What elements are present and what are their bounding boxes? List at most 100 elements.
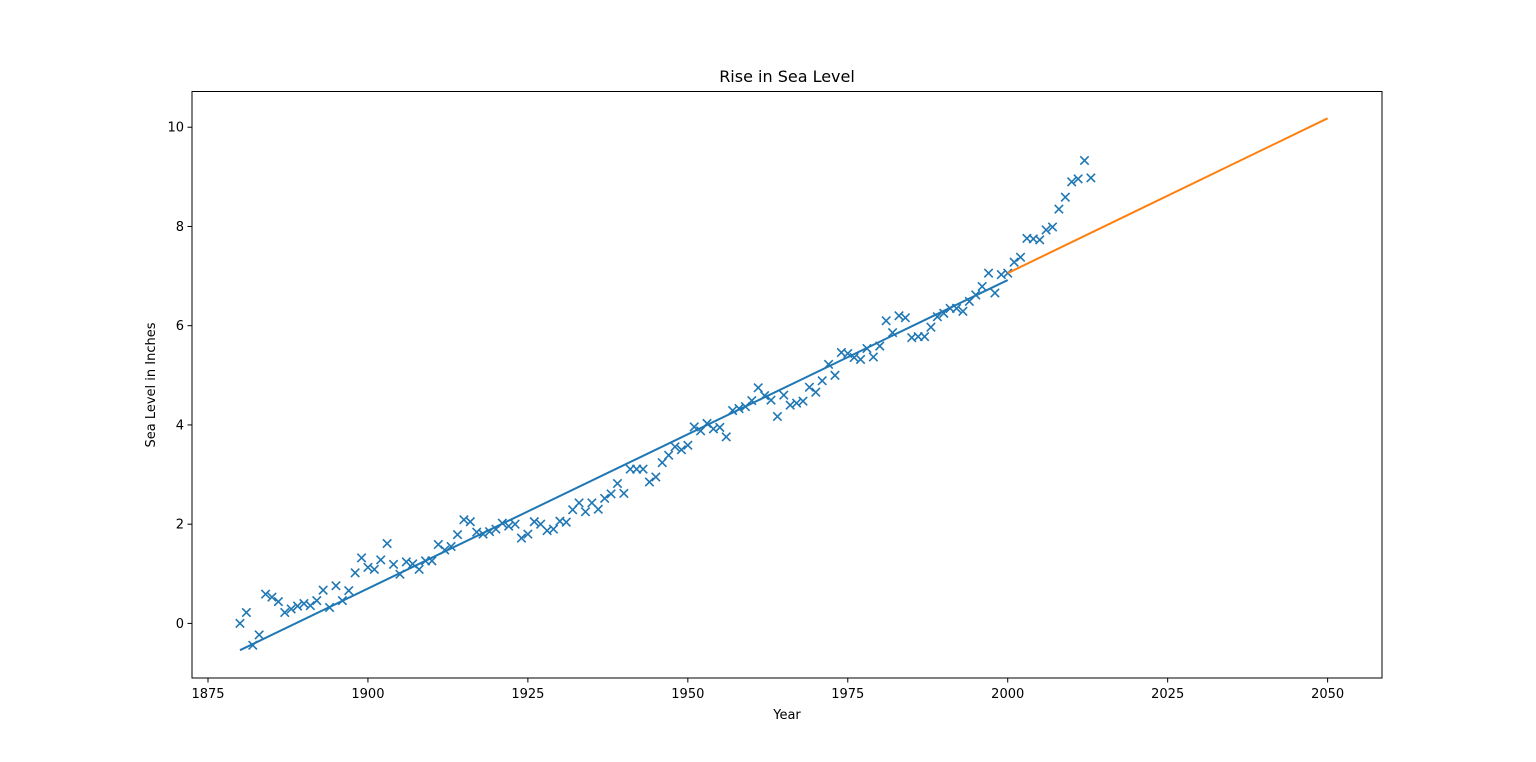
fit-line-all-data — [239, 279, 1009, 652]
data-point — [452, 529, 463, 540]
data-point — [292, 601, 303, 611]
data-point — [1015, 252, 1026, 262]
data-point — [715, 422, 725, 433]
x-axis: 1875 1900 1925 1950 1975 2000 2025 2050 — [191, 678, 1344, 702]
data-point — [830, 370, 840, 381]
data-point — [548, 524, 559, 534]
data-point — [644, 477, 655, 487]
data-point — [382, 538, 392, 549]
data-point — [273, 596, 284, 607]
y-tick-label: 0 — [176, 617, 184, 632]
data-point — [983, 268, 994, 278]
data-point — [1047, 222, 1058, 232]
y-tick-label: 10 — [167, 121, 184, 136]
data-point — [919, 331, 930, 342]
y-axis-label: Sea Level in Inches — [144, 322, 159, 447]
data-point — [811, 387, 821, 397]
data-point — [977, 281, 987, 292]
y-axis: 0 2 4 6 8 10 — [167, 121, 192, 632]
data-point — [350, 568, 360, 578]
data-point — [574, 498, 584, 508]
data-point — [1066, 177, 1077, 187]
chart-title: Rise in Sea Level — [719, 67, 855, 86]
data-point — [868, 352, 879, 362]
data-point — [459, 514, 469, 525]
data-point — [1054, 204, 1064, 214]
data-point — [516, 533, 527, 543]
data-point — [356, 553, 367, 563]
data-point — [881, 315, 891, 326]
data-point — [503, 521, 514, 531]
x-tick-label: 2025 — [1151, 687, 1184, 702]
x-tick-label: 1975 — [831, 687, 864, 702]
data-point — [791, 398, 802, 408]
data-point — [388, 559, 399, 570]
data-point — [401, 557, 412, 567]
data-point — [561, 517, 572, 527]
data-point — [305, 600, 316, 611]
data-point — [753, 382, 763, 393]
data-point — [1073, 174, 1083, 184]
data-point — [529, 516, 540, 527]
data-point — [804, 382, 815, 392]
data-point — [663, 450, 674, 460]
data-point — [331, 580, 341, 591]
data-point — [670, 442, 680, 452]
x-tick-label: 1950 — [671, 687, 704, 702]
data-point — [267, 592, 277, 602]
data-point — [1086, 173, 1096, 183]
axes-frame — [191, 91, 1383, 679]
data-point — [779, 390, 789, 400]
data-point — [1079, 155, 1090, 166]
data-point — [932, 312, 943, 322]
data-point — [785, 400, 795, 410]
data-point — [747, 395, 757, 406]
data-point — [523, 529, 533, 539]
data-point — [510, 519, 520, 529]
x-tick-label: 1925 — [511, 687, 544, 702]
x-tick-label: 1900 — [351, 687, 384, 702]
data-point — [260, 589, 271, 599]
data-point — [241, 607, 252, 618]
data-point — [414, 564, 424, 575]
data-point — [683, 440, 693, 451]
data-point — [1041, 225, 1051, 235]
data-point — [900, 312, 911, 323]
data-point — [990, 288, 1000, 298]
data-point — [612, 478, 623, 489]
data-point — [766, 395, 776, 405]
data-point — [676, 444, 687, 455]
y-tick-label: 6 — [176, 319, 184, 334]
data-point — [887, 327, 898, 338]
data-point — [798, 396, 808, 406]
data-point — [1009, 257, 1019, 267]
data-point — [894, 311, 904, 321]
data-point — [465, 516, 476, 527]
y-tick-label: 8 — [176, 220, 184, 235]
data-point — [311, 595, 322, 606]
data-point — [593, 504, 604, 515]
data-point — [580, 507, 591, 517]
data-point — [651, 472, 661, 482]
fit-line-recent-data — [1007, 117, 1329, 275]
data-point — [817, 376, 827, 386]
data-point — [369, 564, 380, 575]
series-1 — [239, 279, 1009, 652]
data-point — [958, 306, 968, 317]
data-point — [619, 488, 629, 499]
x-tick-label: 2000 — [991, 687, 1024, 702]
data-point — [318, 585, 328, 595]
x-tick-label: 1875 — [191, 687, 224, 702]
data-point — [280, 607, 290, 618]
x-axis-label: Year — [772, 708, 801, 723]
series-2 — [1007, 117, 1329, 275]
y-tick-label: 2 — [176, 518, 184, 533]
x-tick-label: 2050 — [1311, 687, 1344, 702]
data-point — [363, 562, 373, 573]
data-point — [1060, 192, 1071, 202]
y-tick-label: 4 — [176, 418, 184, 433]
data-point — [599, 493, 610, 504]
plot-area — [235, 117, 1329, 652]
